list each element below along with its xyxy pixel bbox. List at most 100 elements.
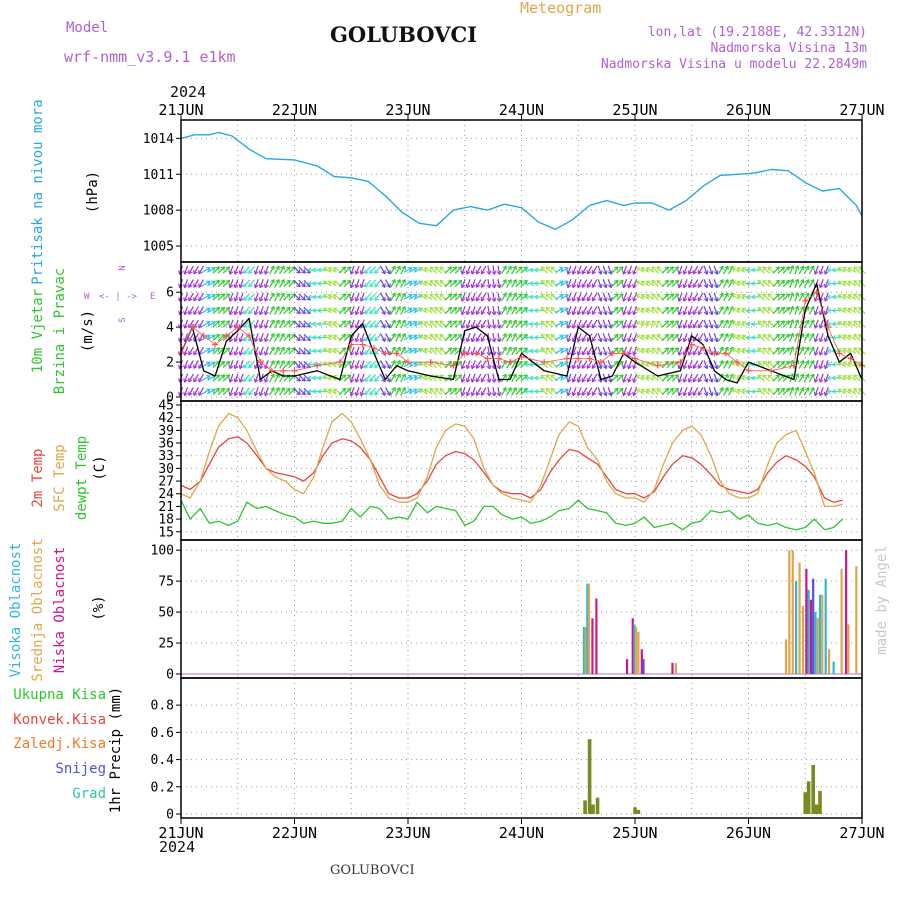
wind-barb [581,360,588,369]
wind-barb [409,375,413,380]
wind-barb [414,294,418,299]
y-tick-label: 42 [158,411,174,426]
wind-barb [303,320,311,328]
wind-barb [610,324,613,329]
wind-barb [692,373,699,383]
wind-barb [824,387,829,396]
wind-barb [808,387,815,396]
wind-barb [449,333,458,342]
wind-barb [307,377,312,381]
wind-barb [248,279,255,288]
wind-barb [369,293,377,301]
wind-barb [682,351,685,356]
wind-barb [355,265,360,275]
wind-barb [523,387,528,390]
wind-barb [772,293,780,301]
wind-barb [853,388,856,393]
wind-barb [757,387,765,396]
wind-barb [480,319,487,329]
wind-barb [703,284,708,289]
wind-barb [550,320,553,325]
wind-barb [364,293,371,301]
wind-barb [751,348,756,352]
wind-barb [349,310,352,315]
wind-barb [780,279,785,282]
wind-barb [824,365,829,370]
wind-barb [777,387,785,396]
wind-barb [814,373,819,383]
y-tick-label: 6 [166,286,174,301]
precip-bar [583,800,587,814]
wind-barb [775,293,780,296]
wind-barb [524,362,529,365]
wind-barb [350,284,355,289]
wind-barb [529,294,534,298]
wind-barb [466,306,471,315]
wind-barb [222,266,231,274]
wind-barb [486,325,490,329]
wind-barb [555,307,564,314]
wind-barb [349,266,352,271]
wind-barb [842,348,852,354]
wind-barb [303,269,306,274]
wind-barb [269,387,275,396]
wind-barb [671,293,679,301]
wind-barb [736,294,740,299]
wind-barb [666,293,674,301]
year-top: 2024 [170,83,207,101]
wind-barb [586,306,593,315]
wind-barb [757,266,765,274]
wind-barb [611,387,619,396]
wind-barb [656,347,659,352]
wind-barb [439,334,442,339]
wind-barb [824,292,829,302]
wind-barb [520,280,523,285]
wind-barb [731,389,735,393]
wind-barb [708,352,713,356]
wind-barb [511,265,517,275]
wind-barb [523,333,528,336]
wind-barb [762,266,770,274]
wind-barb [832,294,836,298]
wind-barb [545,306,553,315]
wind-barb [858,293,861,298]
cloud-bar [816,618,819,674]
wind-barb [212,347,220,355]
wind-barb [429,333,435,336]
wind-barb [767,293,770,298]
wind-barb [497,305,501,316]
wind-barb [711,324,714,329]
wind-barb [713,292,718,302]
wind-barb [597,365,602,370]
wind-barb [581,346,588,356]
wind-barb [501,346,507,356]
wind-barb [669,374,674,377]
wind-barb [736,375,746,381]
wind-barb [349,320,352,325]
wind-barb [545,347,553,355]
wind-barb [540,320,548,328]
wind-barb [645,321,649,326]
wind-barb [225,279,230,282]
wind-barb [239,306,244,315]
wind-barb [225,374,230,377]
wind-barb [826,308,831,311]
wind-barb [576,351,579,356]
wind-barb [837,321,841,326]
wind-barb [622,310,624,315]
wind-barb [678,352,683,356]
wind-barb [338,333,347,342]
wind-barb [523,374,528,377]
wind-barb [391,387,396,390]
wind-barb [708,365,713,370]
wind-barb [607,392,612,397]
wind-barb [264,338,269,343]
wind-barb [560,294,569,300]
wind-barb [683,279,688,288]
wind-barb [403,294,413,300]
wind-barb [457,374,462,377]
wind-barb [184,352,188,356]
x-tick-label-top: 21JUN [158,101,203,119]
wind-barb [444,320,452,328]
wind-barb [818,378,821,383]
